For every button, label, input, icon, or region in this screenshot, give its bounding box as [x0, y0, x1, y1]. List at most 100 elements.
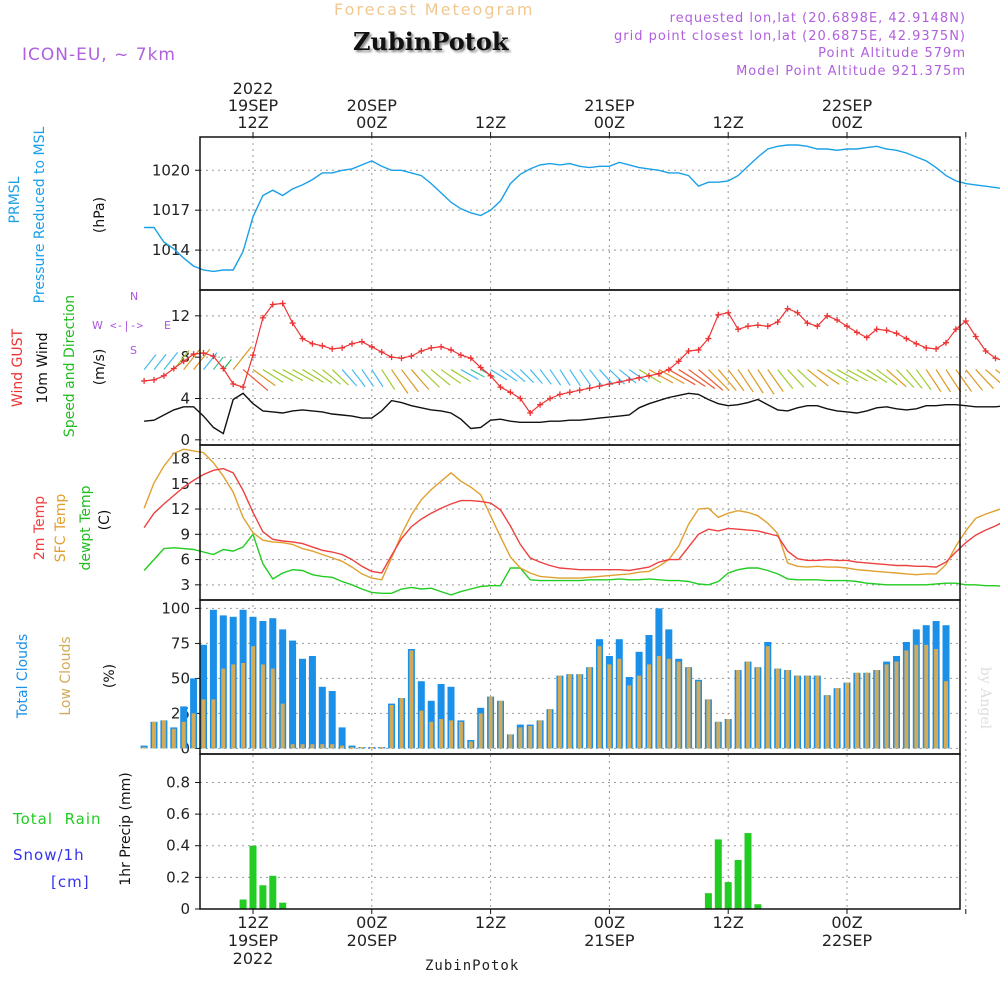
gust-marker: [398, 355, 405, 362]
gust-marker: [259, 314, 266, 321]
chart-title: ZubinPotok: [353, 27, 509, 56]
y-tick-label: 9: [180, 525, 190, 543]
wind-speed-line: [144, 392, 1000, 435]
gust-marker: [250, 352, 256, 359]
wind-arrow: [212, 356, 224, 370]
gust-marker: [685, 347, 692, 354]
gust-marker: [309, 340, 316, 347]
wind-arrow: [589, 369, 603, 386]
wind-arrow: [510, 369, 526, 383]
wind-arrow: [371, 369, 384, 388]
wind-arrow: [905, 369, 923, 389]
wind-arrow: [975, 369, 994, 389]
gust-marker: [933, 345, 940, 352]
gust-marker: [388, 354, 395, 361]
rain-bar: [279, 902, 287, 909]
total-cloud-bar: [289, 640, 297, 749]
gust-marker: [200, 350, 207, 357]
gust-marker: [418, 347, 425, 354]
time-label-top: 12Z: [237, 113, 268, 132]
low-cloud-bar: [152, 721, 156, 749]
wind-arrow: [846, 369, 868, 382]
time-label-bottom: 12Z: [713, 913, 744, 932]
low-cloud-bar: [231, 664, 236, 749]
low-cloud-bar: [904, 650, 909, 749]
gust-marker: [438, 343, 445, 350]
low-cloud-bar: [637, 675, 642, 749]
chart-supertitle: Forecast Meteogram: [334, 0, 535, 19]
low-cloud-bar: [181, 721, 186, 749]
wind-arrow: [985, 369, 1000, 384]
low-cloud-bar: [795, 675, 800, 749]
gust-marker: [339, 344, 346, 351]
total-cloud-bar: [328, 691, 336, 749]
wind-arrow: [955, 369, 973, 392]
gust-marker: [646, 372, 652, 379]
y-tick-label: 8: [180, 348, 190, 366]
panel-frame-5: [199, 753, 961, 910]
wind-arrow: [698, 369, 724, 391]
gust-marker: [269, 301, 276, 308]
time-label-top: 19SEP: [228, 96, 279, 115]
wind-arrow: [420, 369, 440, 388]
wind-arrow: [648, 369, 674, 384]
low-cloud-bar: [577, 674, 582, 749]
low-cloud-bar: [300, 744, 305, 749]
gust-marker: [636, 374, 643, 381]
wind-arrow: [628, 369, 648, 383]
wind-arrow: [826, 369, 849, 383]
low-cloud-bar: [211, 699, 216, 749]
wind-arrow: [391, 369, 409, 394]
gust-marker: [358, 338, 365, 345]
y-tick-label: 1020: [152, 161, 190, 179]
wind-arrow: [500, 369, 518, 382]
gust-marker: [596, 383, 603, 390]
closest-coords: grid point closest lon,lat (20.6875E, 42…: [614, 29, 966, 44]
low-cloud-bar: [835, 688, 840, 749]
wind-arrow: [816, 369, 840, 385]
compass-w: W: [92, 319, 103, 332]
wind-arrow: [361, 369, 375, 387]
time-label-top: 12Z: [475, 113, 506, 132]
low-cloud-bar: [320, 744, 325, 749]
wind-arrow: [866, 369, 888, 384]
y-tick-label: 75: [171, 634, 190, 652]
rain-bar: [259, 885, 267, 909]
wind-gust-line: [144, 302, 1000, 414]
wind-arrow: [579, 369, 592, 386]
gust-marker: [180, 358, 187, 365]
low-cloud-bar: [884, 664, 889, 749]
gust-marker: [883, 327, 890, 334]
low-cloud-bar: [716, 721, 721, 749]
gust-marker: [893, 330, 900, 337]
gust-marker: [279, 300, 286, 307]
time-label-bottom: 00Z: [356, 913, 387, 932]
low-cloud-bar: [488, 696, 493, 749]
time-label-bottom: 2022: [233, 949, 274, 968]
compass-n: N: [130, 290, 139, 303]
gust-marker: [952, 326, 959, 333]
low-cloud-bar: [567, 674, 572, 749]
low-cloud-bar: [350, 747, 354, 749]
y-tick-label: 4: [180, 390, 190, 408]
low-cloud-bar: [359, 747, 364, 749]
low-cloud-bar: [201, 699, 206, 749]
low-cloud-bar: [805, 675, 810, 749]
low-cloud-bar: [389, 705, 394, 749]
wind-arrow: [193, 348, 211, 370]
rain-bar: [704, 893, 712, 909]
gust-marker: [527, 409, 534, 416]
wind-arrow: [341, 369, 358, 387]
time-label-bottom: 20SEP: [347, 931, 398, 950]
y-tick-label: 50: [171, 669, 190, 687]
low-cloud-bar: [419, 710, 424, 749]
wind-arrow: [618, 369, 637, 384]
low-cloud-bar: [736, 670, 741, 749]
gust-marker: [665, 366, 672, 373]
y-tick-label: 0.4: [166, 837, 190, 855]
gust-marker: [824, 312, 831, 319]
gust-marker: [448, 346, 454, 353]
low-cloud-bar: [241, 663, 246, 749]
precip-bars: [239, 833, 762, 909]
gust-marker: [428, 344, 435, 351]
